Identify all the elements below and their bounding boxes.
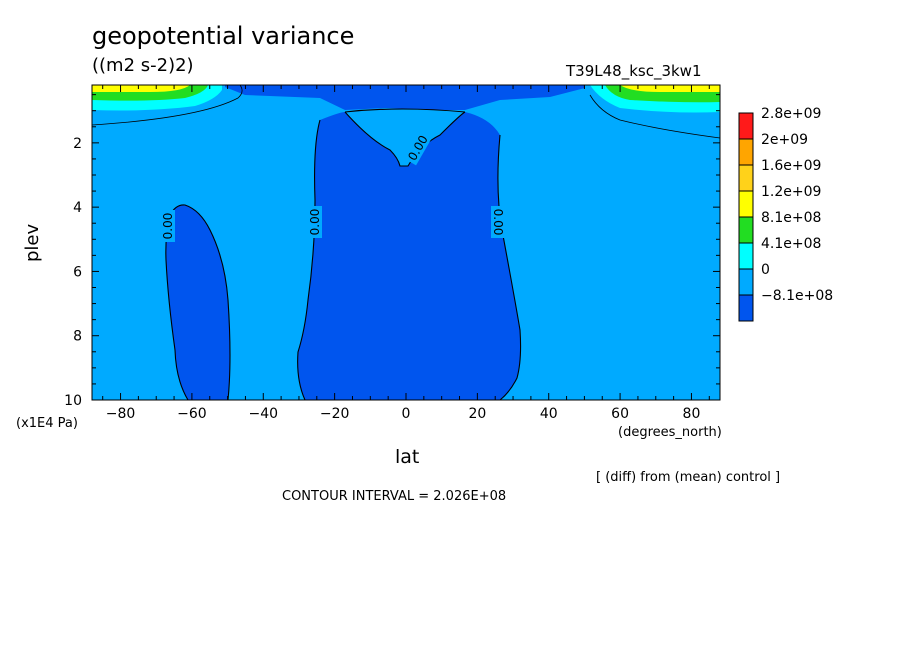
y-tick-label: 10 — [64, 393, 82, 409]
contour-line-zero-tropics-east — [497, 134, 522, 401]
legend-label: 1.6e+09 — [761, 158, 821, 174]
x-tick-label: −80 — [106, 406, 136, 422]
contour-line-positive-north — [589, 94, 721, 139]
north-polar-yellow — [620, 85, 720, 92]
x-tick-label: 20 — [468, 406, 486, 422]
x-tick-label: 40 — [540, 406, 558, 422]
y-axis-ticks: 2 4 6 8 10 — [64, 94, 720, 409]
legend-label: 2.8e+09 — [761, 106, 821, 122]
diff-note: [ (diff) from (mean) control ] — [596, 470, 781, 485]
legend-label: 8.1e+08 — [761, 210, 821, 226]
legend-label: 4.1e+08 — [761, 236, 821, 252]
contour-interval: CONTOUR INTERVAL = 2.026E+08 — [282, 489, 507, 504]
contour-label: 0.00 — [491, 209, 505, 236]
x-axis-ticks: −80 −60 −40 −20 0 20 40 60 80 — [102, 85, 710, 422]
legend-swatch — [738, 112, 754, 140]
contour-line-zero-tropics — [297, 119, 321, 401]
run-label: T39L48_ksc_3kw1 — [566, 62, 702, 80]
contour-label-bg — [491, 206, 505, 238]
x-tick-label: 60 — [611, 406, 629, 422]
legend-swatch — [738, 268, 754, 296]
y-tick-label: 6 — [73, 264, 82, 280]
legend-swatch — [738, 216, 754, 244]
x-axis-units: (degrees_north) — [618, 425, 722, 440]
x-tick-label: −20 — [320, 406, 350, 422]
y-tick-label: 4 — [73, 200, 82, 216]
chart-title: geopotential variance — [92, 22, 355, 50]
contour-line-cap-top — [344, 108, 466, 113]
color-legend: 2.8e+09 2e+09 1.6e+09 1.2e+09 8.1e+08 4.1e+08… — [738, 106, 833, 322]
polar-negative-region — [165, 204, 230, 400]
legend-swatch — [738, 242, 754, 270]
contour-label-bg — [161, 210, 175, 242]
legend-label: 0 — [761, 262, 770, 278]
top-band-negative — [225, 85, 585, 110]
contour-label-bg — [403, 130, 433, 166]
tropical-negative-region — [297, 112, 521, 400]
x-tick-label: 80 — [683, 406, 701, 422]
legend-label: 1.2e+09 — [761, 184, 821, 200]
contour-line-positive-south — [91, 84, 243, 126]
legend-swatch — [738, 294, 754, 322]
y-tick-label: 8 — [73, 329, 82, 345]
legend-swatch — [738, 164, 754, 192]
x-axis-label: lat — [395, 446, 420, 468]
chart-units: ((m2 s-2)2) — [92, 55, 194, 76]
contour-label: 0.00 — [308, 209, 322, 236]
contour-label-bg — [308, 206, 322, 238]
south-polar-yellow — [92, 85, 190, 92]
legend-swatch — [738, 138, 754, 166]
x-tick-label: −40 — [248, 406, 278, 422]
contour-line-zero-cusp — [344, 111, 466, 167]
plot-area — [91, 84, 721, 401]
x-tick-label: 0 — [402, 406, 411, 422]
legend-swatch — [738, 190, 754, 218]
legend-label: −8.1e+08 — [761, 288, 833, 304]
legend-label: 2e+09 — [761, 132, 808, 148]
y-axis-label: plev — [22, 223, 43, 262]
x-tick-label: −60 — [177, 406, 207, 422]
y-tick-label: 2 — [73, 136, 82, 152]
contour-label: 0.00 — [161, 213, 175, 240]
y-axis-units: (x1E4 Pa) — [16, 416, 78, 431]
